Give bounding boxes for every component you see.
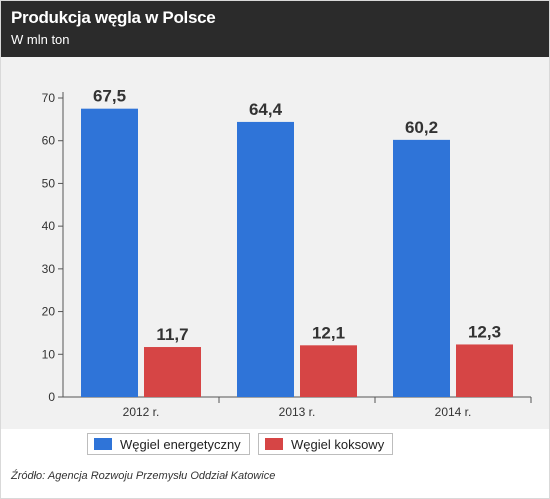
bar-energetyczny (393, 139, 450, 398)
y-tick-label: 10 (42, 347, 56, 361)
data-label-energetyczny: 67,5 (93, 87, 126, 106)
legend-item-wegiel-energetyczny: Węgiel energetyczny (87, 433, 250, 455)
bar-energetyczny (237, 121, 294, 398)
y-tick-label: 70 (42, 91, 56, 105)
chart-title: Produkcja węgla w Polsce (11, 8, 216, 27)
data-label-koksowy: 12,1 (312, 323, 345, 342)
legend-item-wegiel-koksowy: Węgiel koksowy (258, 433, 394, 455)
chart-header: Produkcja węgla w Polsce W mln ton (1, 1, 549, 57)
legend-swatch-wegiel-energetyczny (94, 438, 112, 450)
y-tick-label: 60 (42, 134, 56, 148)
source-note: Źródło: Agencja Rozwoju Przemysłu Oddzia… (11, 470, 276, 482)
legend: Węgiel energetyczny Węgiel koksowy (1, 433, 549, 457)
legend-label-wegiel-energetyczny: Węgiel energetyczny (120, 436, 241, 452)
legend-label-wegiel-koksowy: Węgiel koksowy (291, 436, 385, 452)
x-tick-label: 2014 r. (435, 405, 472, 419)
bar-koksowy (300, 345, 357, 397)
data-label-energetyczny: 60,2 (405, 118, 438, 137)
y-tick-label: 50 (42, 176, 56, 190)
y-tick-label: 40 (42, 219, 56, 233)
chart-subtitle: W mln ton (11, 32, 70, 47)
data-label-energetyczny: 64,4 (249, 100, 283, 119)
data-label-koksowy: 12,3 (468, 322, 501, 341)
y-tick-label: 0 (48, 390, 55, 404)
y-tick-label: 20 (42, 305, 56, 319)
bar-koksowy (456, 344, 513, 397)
bar-koksowy (144, 347, 201, 397)
x-tick-label: 2013 r. (279, 405, 316, 419)
legend-swatch-wegiel-koksowy (265, 438, 283, 450)
y-tick-label: 30 (42, 262, 56, 276)
x-tick-label: 2012 r. (123, 405, 160, 419)
bar-chart: 0 10 20 30 40 50 60 70 2012 r. 2013 r. 2014 r. 67,5… (42, 87, 532, 419)
bar-energetyczny (81, 108, 138, 397)
data-label-koksowy: 11,7 (156, 325, 188, 344)
